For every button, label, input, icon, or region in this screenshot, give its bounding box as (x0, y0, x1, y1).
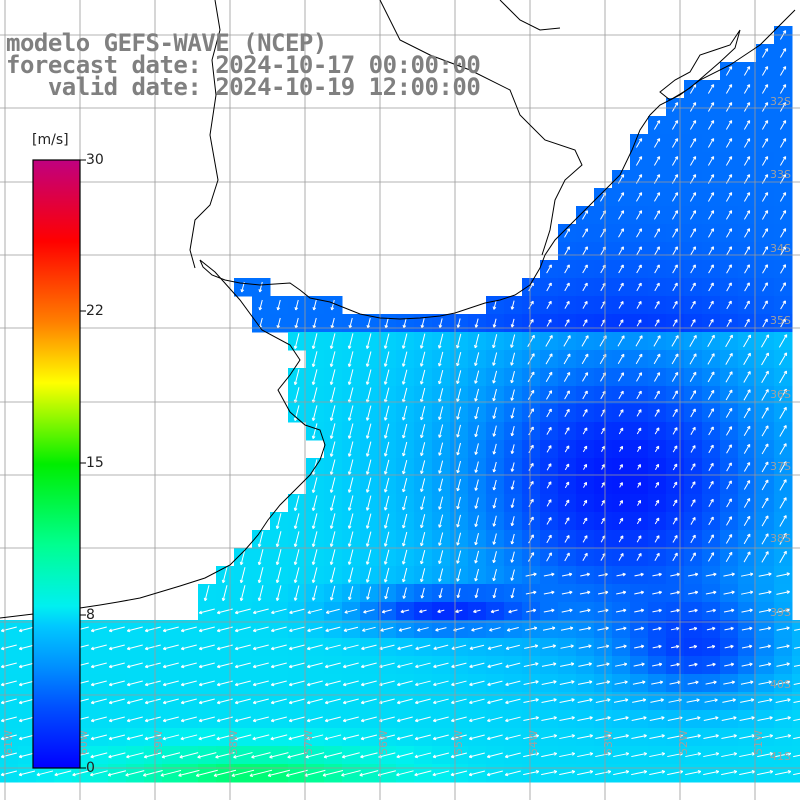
longitude-label: 58W (227, 730, 240, 755)
longitude-label: 57W (302, 730, 315, 755)
latitude-label: 34S (770, 242, 791, 255)
latitude-label: 33S (770, 168, 791, 181)
colorbar-gradient (33, 160, 80, 768)
longitude-label: 53W (602, 730, 615, 755)
latitude-label: 35S (770, 314, 791, 327)
latitude-label: 41S (770, 750, 791, 763)
latitude-label: 38S (770, 532, 791, 545)
longitude-label: 51W (752, 730, 765, 755)
colorbar-tick-label: 15 (86, 455, 104, 471)
colorbar-tick-label: 30 (86, 152, 104, 168)
latitude-label: 37S (770, 460, 791, 473)
colorbar-unit-label: [m/s] (32, 132, 69, 148)
latitude-label: 39S (770, 606, 791, 619)
longitude-label: 61W (2, 730, 15, 755)
longitude-label: 52W (677, 730, 690, 755)
colorbar (33, 160, 86, 768)
colorbar-tick-label: 0 (86, 760, 95, 776)
longitude-label: 56W (377, 730, 390, 755)
valid-date: valid date: 2024-10-19 12:00:00 (6, 74, 480, 100)
latitude-label: 32S (770, 95, 791, 108)
longitude-label: 55W (452, 730, 465, 755)
colorbar-tick-label: 8 (86, 607, 95, 623)
latitude-label: 40S (770, 678, 791, 691)
longitude-label: 59W (152, 730, 165, 755)
colorbar-tick-label: 22 (86, 303, 104, 319)
latitude-label: 36S (770, 388, 791, 401)
longitude-label: 54W (527, 730, 540, 755)
